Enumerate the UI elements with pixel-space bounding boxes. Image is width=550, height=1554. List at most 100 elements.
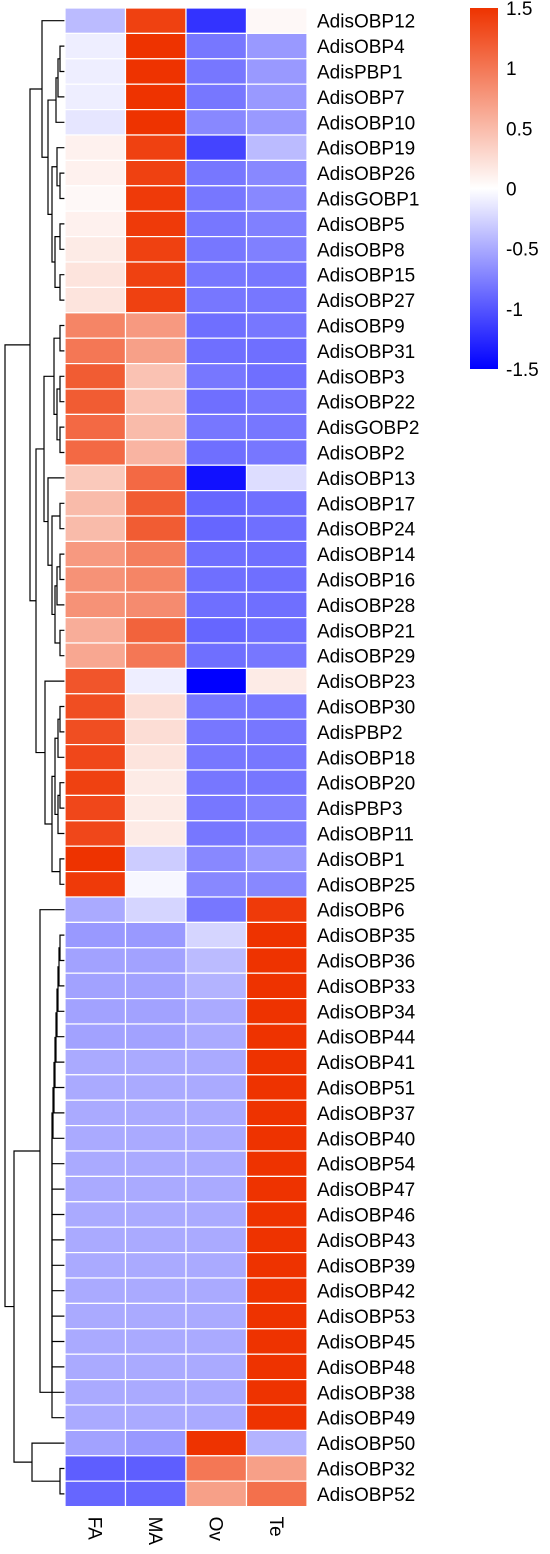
heatmap-cell [124,7,187,34]
dendrogram-branch [57,718,65,758]
heatmap-cell [245,540,308,568]
heatmap-cell [124,1175,187,1203]
heatmap-cell [185,997,248,1025]
row-label: AdisOBP51 [317,1079,415,1100]
row-label: AdisOBP33 [317,977,415,998]
heatmap-cell [245,1455,308,1482]
heatmap-cell [245,363,308,390]
heatmap-cell [185,1074,248,1101]
heatmap-cell [64,1404,127,1431]
heatmap-cell [64,540,127,568]
heatmap-cell [185,1429,248,1457]
heatmap-cell [64,642,127,669]
heatmap-cell [245,1328,308,1355]
heatmap-cell [124,1023,187,1050]
dendrogram-branch [51,775,60,873]
heatmap-cell [64,413,127,441]
heatmap-cell [185,1023,248,1050]
heatmap-cell [124,388,187,415]
heatmap-cell [245,58,308,85]
heatmap-cell [245,1201,308,1228]
heatmap-cell [64,439,127,466]
heatmap-cell [245,794,308,822]
row-label: AdisOBP19 [317,139,415,160]
heatmap-cell [64,236,127,263]
heatmap-cell [185,540,248,568]
heatmap-cell [124,1124,187,1152]
heatmap-cell [245,1277,308,1304]
heatmap-cell [124,490,187,517]
heatmap-cell [185,210,248,238]
heatmap-cell [124,413,187,441]
heatmap-cell [245,1150,308,1177]
heatmap-cell [245,820,308,847]
heatmap-cell [185,185,248,212]
heatmap-cell [64,743,127,771]
heatmap-cell [245,32,308,60]
heatmap-cell [64,388,127,415]
heatmap-cell [64,1378,127,1406]
heatmap-cell [245,1175,308,1203]
dendrogram-branch [59,274,65,301]
heatmap-cell [64,490,127,517]
dendrogram-branch [51,1366,65,1419]
heatmap-cell [64,1074,127,1101]
heatmap-cell [64,1302,127,1330]
dendrogram-branch [56,566,65,606]
heatmap-cell [64,83,127,111]
dendrogram-branch [41,20,65,158]
row-label: AdisOBP8 [317,240,405,261]
dendrogram-branch [59,426,65,454]
heatmap-cell [245,1480,308,1508]
heatmap-cell [185,896,248,923]
heatmap-cell [245,159,308,187]
heatmap-cell [64,794,127,822]
heatmap-cell [245,718,308,746]
heatmap-cell [245,388,308,415]
heatmap-cell [245,997,308,1025]
heatmap-cell [64,1455,127,1482]
heatmap-cell [245,286,308,314]
row-label: AdisOBP53 [317,1307,415,1328]
heatmap-cell [64,820,127,847]
heatmap-cell [245,1048,308,1076]
heatmap-cell [64,1124,127,1152]
row-label: AdisOBP11 [317,825,414,846]
heatmap-cell [245,896,308,923]
heatmap-cell [124,286,187,314]
dendrogram-branch [55,77,65,123]
heatmap-cell [245,261,308,288]
row-label: AdisOBP9 [317,317,405,338]
heatmap-cell [185,1277,248,1304]
dendrogram-branch [59,375,65,403]
legend-tick-label: 0 [506,180,517,201]
heatmap-cell [64,616,127,644]
heatmap-cell [124,312,187,339]
dendrogram-branch [59,782,65,809]
heatmap-cell [245,1302,308,1330]
heatmap-cell [185,83,248,111]
row-label: AdisOBP20 [317,774,415,795]
heatmap-cell [185,1251,248,1279]
row-label: AdisOBP46 [317,1206,415,1227]
heatmap-cell [124,58,187,85]
heatmap-cell [185,870,248,898]
row-label: AdisOBP15 [317,266,415,287]
row-label: AdisOBP39 [317,1256,415,1277]
row-label: AdisOBP31 [317,342,415,363]
heatmap-cell [64,1328,127,1355]
dendrogram-branch [59,324,65,352]
heatmap-cell [185,794,248,822]
row-label: AdisOBP5 [317,215,405,236]
row-label: AdisGOBP1 [317,190,419,211]
heatmap-cell [124,210,187,238]
heatmap-cell [245,134,308,161]
heatmap-cell [245,616,308,644]
heatmap-cell [245,337,308,365]
heatmap-cell [124,515,187,542]
row-label: AdisOBP17 [317,494,415,515]
row-label: AdisOBP50 [317,1434,415,1455]
heatmap-cell [124,947,187,974]
heatmap-cell [185,1099,248,1127]
heatmap-cell [185,515,248,542]
